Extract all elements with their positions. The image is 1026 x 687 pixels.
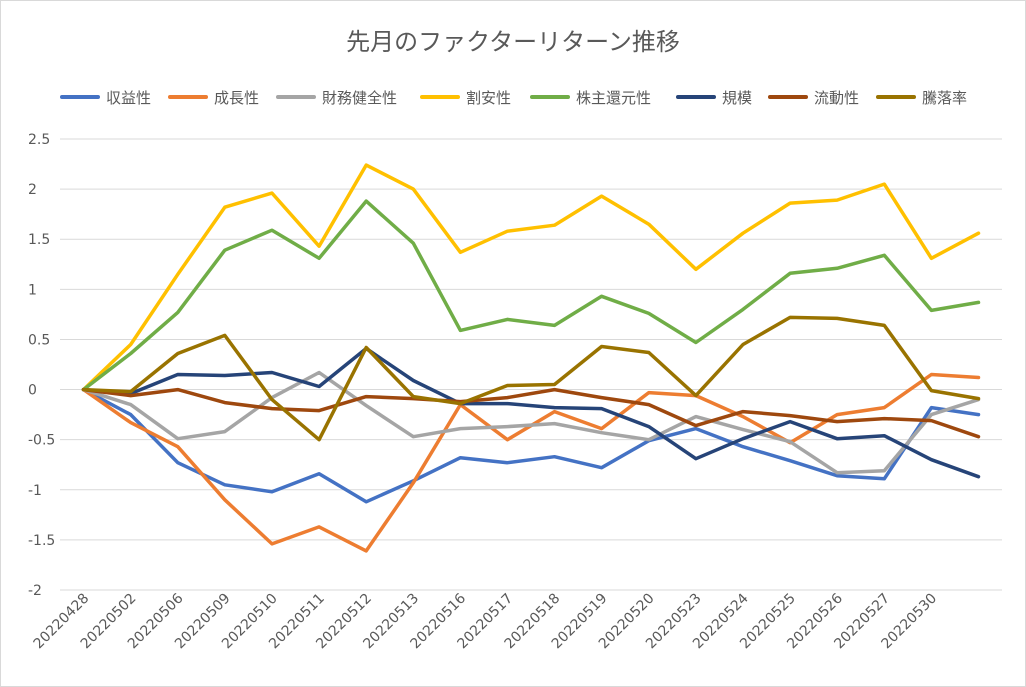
legend-swatch bbox=[168, 95, 208, 99]
legend-item: 割安性 bbox=[420, 87, 511, 107]
y-tick-label: 1 bbox=[28, 282, 37, 298]
legend-item: 収益性 bbox=[60, 87, 151, 107]
legend-swatch bbox=[530, 95, 570, 99]
legend-label: 流動性 bbox=[814, 88, 860, 107]
legend-swatch bbox=[768, 95, 808, 99]
legend-label: 株主還元性 bbox=[576, 88, 652, 107]
legend-swatch bbox=[676, 95, 716, 99]
legend-label: 規模 bbox=[722, 88, 753, 107]
y-tick-label: -1 bbox=[28, 483, 42, 499]
legend-swatch bbox=[60, 95, 100, 99]
series-line-2 bbox=[81, 370, 981, 475]
y-tick-label: 2 bbox=[28, 182, 37, 198]
legend-label: 割安性 bbox=[466, 88, 512, 107]
series-line-0 bbox=[81, 387, 981, 504]
legend-item: 騰落率 bbox=[876, 87, 967, 107]
legend-swatch bbox=[420, 95, 460, 99]
legend-swatch bbox=[876, 95, 916, 99]
legend-item: 株主還元性 bbox=[530, 87, 651, 107]
legend-label: 騰落率 bbox=[922, 88, 968, 107]
legend-item: 規模 bbox=[676, 87, 752, 107]
y-tick-label: 1.5 bbox=[28, 232, 50, 248]
y-tick-label: 0 bbox=[28, 383, 37, 399]
legend-item: 財務健全性 bbox=[276, 87, 397, 107]
series-line-6 bbox=[81, 387, 981, 439]
y-tick-label: -1.5 bbox=[28, 533, 55, 549]
legend-label: 財務健全性 bbox=[322, 88, 398, 107]
series-line-3 bbox=[81, 163, 981, 392]
chart-title: 先月のファクターリターン推移 bbox=[346, 28, 680, 56]
y-tick-label: 0.5 bbox=[28, 332, 50, 348]
chart-legend: 収益性 成長性 財務健全性 割安性 株主還元性 規模 流動性 騰落率 bbox=[0, 87, 1026, 107]
legend-label: 収益性 bbox=[106, 88, 152, 107]
y-tick-label: -2 bbox=[28, 583, 42, 599]
series-line-7 bbox=[81, 315, 981, 442]
legend-label: 成長性 bbox=[214, 88, 260, 107]
legend-swatch bbox=[276, 95, 316, 99]
legend-item: 流動性 bbox=[768, 87, 859, 107]
series-line-5 bbox=[81, 346, 981, 479]
series-line-4 bbox=[81, 199, 981, 392]
y-tick-label: 2.5 bbox=[28, 132, 50, 148]
legend-item: 成長性 bbox=[168, 87, 259, 107]
y-tick-label: -0.5 bbox=[28, 433, 55, 449]
